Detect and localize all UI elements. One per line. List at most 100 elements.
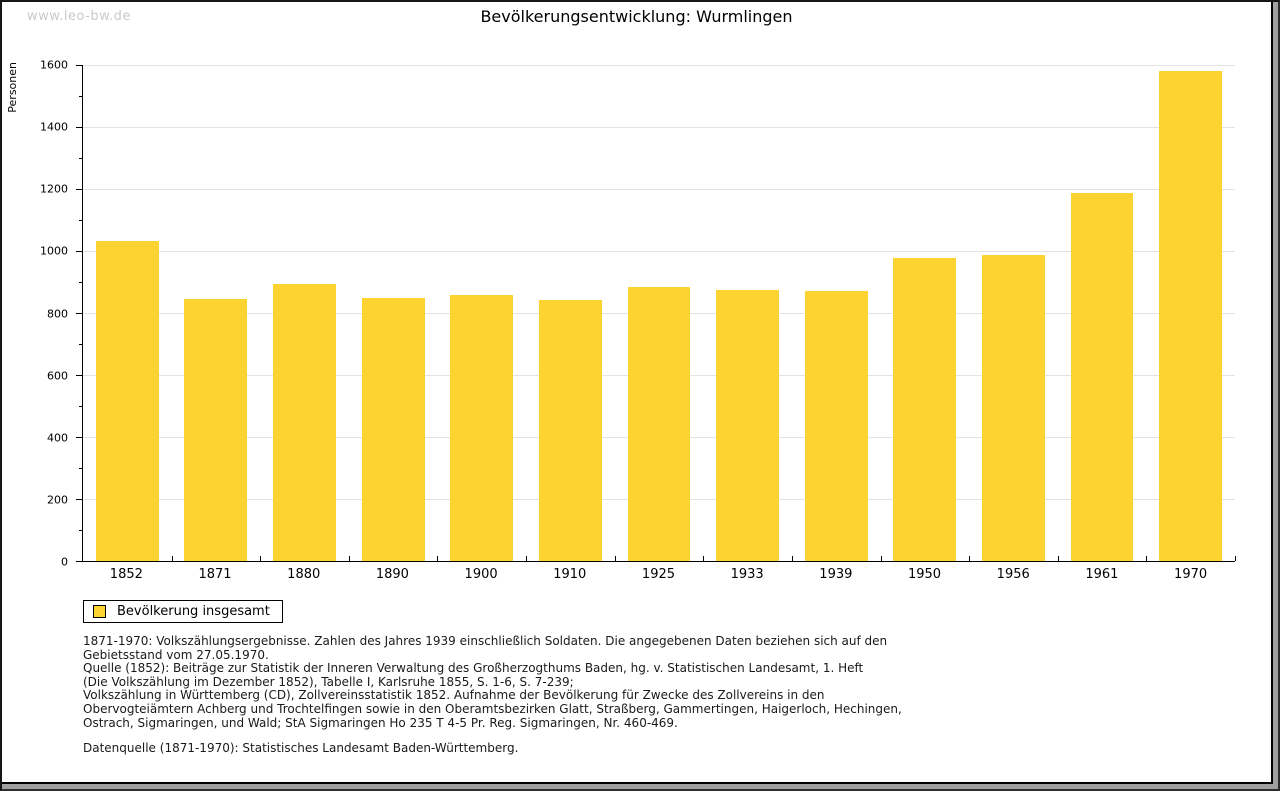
- plot-area: [76, 65, 1236, 562]
- bar: [184, 298, 248, 561]
- y-axis-major-tick: [76, 561, 83, 562]
- note-line: Quelle (1852): Beiträge zur Statistik de…: [83, 661, 864, 676]
- y-axis-major-tick: [76, 127, 83, 128]
- note-line: Gebietsstand vom 27.05.1970.: [83, 647, 269, 662]
- x-axis-boundary-tick: [1057, 556, 1059, 561]
- y-axis-minor-tick: [79, 468, 83, 469]
- bar: [893, 258, 957, 561]
- y-axis-minor-tick: [79, 530, 83, 531]
- y-axis-minor-tick: [79, 158, 83, 159]
- y-axis-minor-tick: [79, 220, 83, 221]
- bar: [1070, 193, 1134, 561]
- bar-slot: [703, 65, 792, 561]
- grid-line: [83, 189, 1235, 190]
- y-axis-tick-label: 400: [47, 431, 68, 445]
- x-axis-boundary-tick: [791, 556, 793, 561]
- grid-line: [83, 251, 1235, 252]
- bar: [1159, 71, 1223, 561]
- bar: [627, 286, 691, 561]
- x-axis-tick-label: 1852: [109, 567, 143, 582]
- x-axis-boundary-tick: [1146, 556, 1148, 561]
- bar-slot: [880, 65, 969, 561]
- x-axis-tick-label: 1890: [375, 567, 409, 582]
- x-axis-boundary-tick: [171, 556, 173, 561]
- bar-slot: [349, 65, 438, 561]
- x-axis-tick-label: 1900: [464, 567, 498, 582]
- y-axis-minor-tick: [79, 344, 83, 345]
- y-axis-major-tick: [76, 65, 83, 66]
- bar: [538, 299, 602, 561]
- legend-color-swatch-icon: [93, 604, 106, 618]
- grid-line: [83, 127, 1235, 128]
- y-axis-tick-label: 1000: [40, 244, 68, 258]
- bar: [273, 284, 336, 561]
- x-axis-tick-label: 1910: [553, 567, 587, 582]
- bar-slot: [172, 65, 261, 561]
- y-axis-major-tick: [76, 375, 83, 376]
- bar-slot: [83, 65, 172, 561]
- watermark: www.leo-bw.de: [27, 9, 131, 24]
- y-axis-tick-label: 1400: [40, 120, 68, 134]
- y-axis-title: Personen: [6, 62, 19, 113]
- note-line: 1871-1970: Volkszählungsergebnisse. Zahl…: [83, 634, 888, 648]
- x-axis-tick-label: 1880: [287, 567, 321, 582]
- y-axis-major-tick: [76, 499, 83, 500]
- x-axis-boundary-tick: [1235, 556, 1236, 561]
- x-axis-tick-label: 1950: [907, 567, 942, 582]
- x-axis-tick-label: 1961: [1085, 567, 1119, 582]
- y-axis-tick-labels: 0 200 400 600 800 1000 1200 1400 1600: [32, 59, 78, 569]
- note-line: Obervogteiämtern Achberg und Trochtelfin…: [83, 701, 902, 716]
- bar-slot: [1058, 65, 1147, 561]
- y-axis-tick-label: 200: [47, 493, 68, 507]
- legend: Bevölkerung insgesamt: [83, 600, 283, 623]
- grid-line: [83, 65, 1235, 66]
- bar: [361, 297, 425, 561]
- bar: [95, 241, 159, 561]
- x-axis-tick-label: 1939: [819, 567, 853, 582]
- y-axis-minor-tick: [79, 96, 83, 97]
- bar-slot: [792, 65, 881, 561]
- bar-slot: [615, 65, 704, 561]
- bar: [981, 255, 1045, 561]
- y-axis-tick-label: 0: [61, 555, 68, 569]
- x-axis-boundary-tick: [260, 556, 262, 561]
- x-axis-tick-label: 1933: [730, 567, 764, 582]
- y-axis-tick-label: 800: [47, 307, 68, 320]
- x-axis-boundary-tick: [703, 556, 705, 561]
- bars-layer: [83, 65, 1235, 561]
- x-axis-tick-label: 1871: [198, 567, 232, 582]
- y-axis-major-tick: [76, 437, 83, 438]
- y-axis-tick-label: 1200: [40, 182, 68, 196]
- bar-slot: [969, 65, 1058, 561]
- note-line: (Die Volkszählung im Dezember 1852), Tab…: [83, 674, 574, 689]
- bar: [450, 294, 514, 561]
- x-axis-tick-label: 1970: [1174, 567, 1208, 582]
- x-axis-boundary-tick: [614, 556, 616, 561]
- bar: [804, 291, 868, 561]
- bar-slot: [260, 65, 349, 561]
- y-axis-major-tick: [76, 313, 83, 314]
- y-axis-minor-tick: [79, 406, 83, 407]
- x-axis-boundary-tick: [437, 556, 439, 561]
- bar-slot: [437, 65, 526, 561]
- y-axis-minor-tick: [79, 282, 83, 283]
- x-axis-tick-label: 1925: [641, 567, 676, 582]
- chart-title: Bevölkerungsentwicklung: Wurmlingen: [480, 7, 793, 26]
- legend-label: Bevölkerung insgesamt: [117, 603, 270, 619]
- datasource-line: Datenquelle (1871-1970): Statistisches L…: [83, 741, 519, 755]
- bar-slot: [1146, 65, 1235, 561]
- y-axis-major-tick: [76, 189, 83, 190]
- x-axis-boundary-tick: [526, 556, 528, 561]
- footnotes: 1871-1970: Volkszählungsergebnisse. Zahl…: [83, 634, 1223, 730]
- x-axis-boundary-tick: [880, 556, 882, 561]
- y-axis-tick-label: 1600: [40, 58, 68, 72]
- bar: [716, 289, 780, 561]
- y-axis-major-tick: [76, 251, 83, 252]
- note-line: Volkszählung in Württemberg (CD), Zollve…: [83, 688, 825, 703]
- x-axis-tick-label: 1956: [996, 567, 1030, 582]
- x-axis-boundary-tick: [969, 556, 971, 561]
- bar-slot: [526, 65, 615, 561]
- note-line: Ostrach, Sigmaringen, und Wald; StA Sigm…: [83, 715, 678, 730]
